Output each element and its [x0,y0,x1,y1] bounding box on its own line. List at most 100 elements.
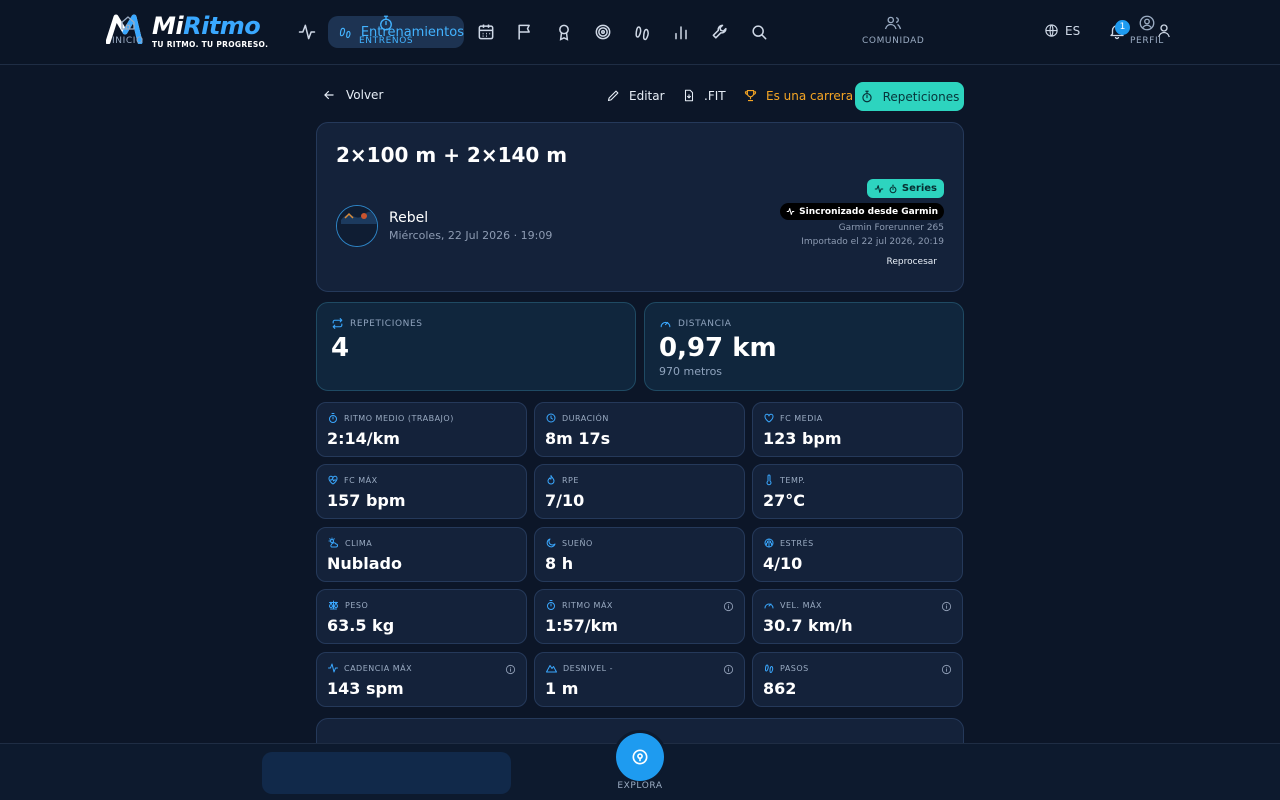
avatar[interactable] [336,205,378,247]
stat-label: CADENCIA MÁX [344,663,413,673]
distance-value: 0,97 km [659,333,777,363]
repetitions-label-row: REPETICIONES [331,317,423,330]
race-toggle-button[interactable]: Es una carrera [743,88,853,103]
search-icon[interactable] [749,22,769,42]
stat-value: 7/10 [545,491,585,510]
scale-icon [328,600,339,610]
stat-card: FC MÁX 157 bpm [316,464,527,519]
pencil-icon [607,90,619,102]
info-icon[interactable] [941,601,952,612]
thermometer-icon [766,474,772,486]
info-icon[interactable] [505,664,516,675]
workout-title: 2×100 m + 2×140 m [336,143,568,167]
race-label: Es una carrera [766,88,854,103]
back-button[interactable]: Volver [322,88,383,102]
nav-workouts-label: Entrenamientos [360,24,464,40]
imported-date: Importado el 22 jul 2026, 20:19 [801,237,944,247]
brain-icon [764,538,774,548]
flag-icon[interactable] [515,22,535,42]
mountain-icon [546,665,557,673]
info-icon[interactable] [941,664,952,675]
file-download-icon [684,89,694,102]
users-icon [885,16,902,30]
stat-card: PASOS 862 [752,652,963,707]
repetitions-stat-label: REPETICIONES [350,318,423,329]
stat-card: CADENCIA MÁX 143 spm [316,652,527,707]
user-icon[interactable] [1155,22,1173,40]
stat-card: ESTRÉS 4/10 [752,527,963,582]
repetitions-button[interactable]: Repeticiones [855,82,964,111]
stat-card: CLIMA Nublado [316,527,527,582]
activity-icon [328,663,338,673]
user-name: Rebel [389,210,429,226]
activity-icon [874,184,884,193]
logo-tagline: TU RITMO. TU PROGRESO. [152,40,269,49]
bottom-nav-profile-label: PERFIL [1130,36,1164,46]
series-badge-label: Series [901,183,937,194]
bottom-nav-profile[interactable]: PERFIL [1130,14,1164,46]
stat-value: 862 [763,679,797,698]
stat-value: 1 m [545,679,579,698]
footprints-icon[interactable] [632,22,652,42]
logo-text: MiRitmo [152,12,261,40]
info-icon[interactable] [723,601,734,612]
repetitions-card: REPETICIONES 4 [316,302,636,391]
stat-label: VEL. MÁX [780,600,822,610]
edit-button[interactable]: Editar [606,88,665,103]
stat-label: PESO [345,600,369,610]
stopwatch-icon [547,600,555,610]
cloud-sun-icon [328,537,338,548]
award-icon[interactable] [554,22,574,42]
stat-card: SUEÑO 8 h [534,527,745,582]
stat-card: VEL. MÁX 30.7 km/h [752,589,963,644]
stat-label: DURACIÓN [562,413,609,423]
stat-label: PASOS [780,663,809,673]
workout-header-card: 2×100 m + 2×140 m Rebel Miércoles, 22 Ju… [316,122,964,292]
trophy-icon [744,89,757,102]
fit-export-button[interactable]: .FIT [682,88,726,103]
stat-label: TEMP. [780,475,806,485]
activity-icon[interactable] [297,22,317,42]
gauge-icon [764,603,774,609]
explore-button[interactable] [616,733,664,781]
stat-value: 63.5 kg [327,616,395,635]
stat-label: FC MEDIA [780,413,823,423]
bar-chart-icon[interactable] [671,22,691,42]
map-pin-icon [632,749,648,765]
stat-value: 30.7 km/h [763,616,853,635]
info-icon[interactable] [723,664,734,675]
wrench-icon[interactable] [710,22,730,42]
stat-label: RITMO MEDIO (TRABAJO) [344,413,454,423]
stat-value: 157 bpm [327,491,406,510]
avatar-image-icon [337,206,377,246]
stat-card: RITMO MEDIO (TRABAJO) 2:14/km [316,402,527,457]
user-circle-icon [1139,15,1155,31]
repetitions-label: Repeticiones [882,89,960,104]
language-selector[interactable]: ES [1044,23,1080,38]
distance-label-row: DISTANCIA [659,317,731,330]
stat-label: RITMO MÁX [562,600,613,610]
bottom-nav-home-label: INICIO [112,36,144,46]
stopwatch-icon [329,413,337,423]
nav-workouts[interactable]: Entrenamientos [328,16,464,48]
bottom-nav-workouts[interactable]: ENTRENOS [359,14,413,46]
stat-label: RPE [562,475,579,485]
home-icon [121,16,135,30]
bottom-nav-community[interactable]: COMUNIDAD [862,14,924,46]
sync-badge-label: Sincronizado desde Garmin [799,206,938,217]
footprints-icon [764,664,774,674]
target-icon[interactable] [593,22,613,42]
bottom-nav-home[interactable]: INICIO [112,14,144,46]
globe-icon [1045,24,1058,37]
calendar-icon[interactable] [476,22,496,42]
top-bar: MiRitmo TU RITMO. TU PROGRESO. Entrenami… [0,0,1280,65]
logo[interactable]: MiRitmo TU RITMO. TU PROGRESO. [106,12,269,52]
activity-icon [786,208,795,215]
heart-icon [764,413,774,423]
series-badge: Series [866,179,944,198]
stat-card: TEMP. 27°C [752,464,963,519]
stat-value: 4/10 [763,554,803,573]
clock-icon [546,413,556,423]
repeat-icon [332,318,343,329]
reprocess-button[interactable]: Reprocesar [886,257,938,267]
